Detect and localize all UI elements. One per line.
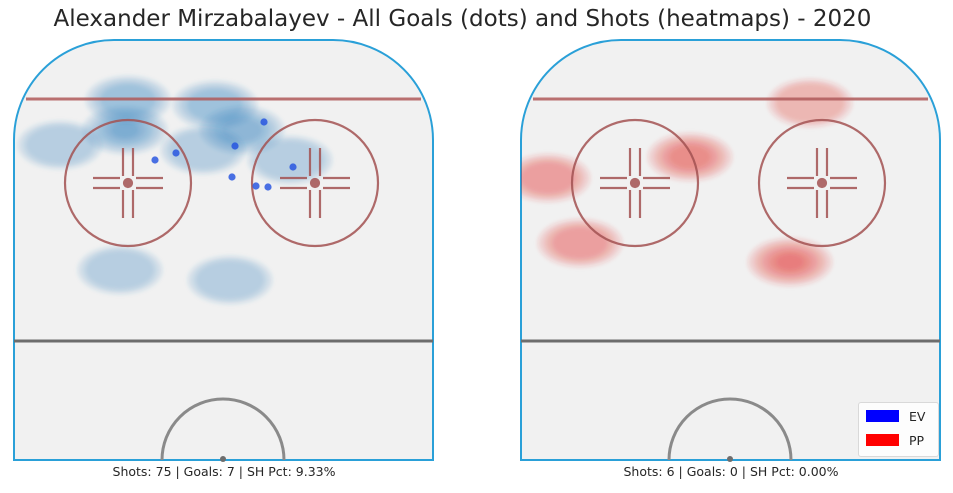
density-blob-right-0: [748, 238, 832, 286]
goal-dot-left-5: [252, 182, 260, 190]
center-circle-right: [667, 397, 793, 461]
heatmap-left: [18, 76, 332, 304]
goal-dot-left-2: [231, 142, 239, 150]
legend-label-ev: EV: [909, 408, 926, 424]
goal-dot-left-7: [289, 163, 297, 171]
density-blob-left-7: [188, 256, 272, 304]
density-blob-right-4: [768, 79, 852, 127]
rink-right: [520, 39, 941, 462]
faceoff-circle-right-2: [757, 118, 887, 248]
rink-left: [13, 39, 434, 462]
legend-label-pp: PP: [909, 432, 925, 448]
density-blob-left-4: [161, 126, 245, 174]
goal-dot-left-0: [151, 156, 159, 164]
legend-item-ev: EV: [866, 408, 925, 424]
density-blob-right-1: [648, 133, 732, 181]
density-blob-right-2: [538, 219, 622, 267]
caption-left: Shots: 75 | Goals: 7 | SH Pct: 9.33%: [112, 464, 336, 479]
density-blob-right-3: [521, 154, 590, 202]
density-blob-left-6: [18, 121, 102, 169]
legend-item-pp: PP: [866, 432, 924, 448]
legend-swatch-pp: [866, 434, 899, 446]
goal-dot-left-4: [228, 173, 236, 181]
goal-dots-left: [151, 118, 297, 191]
center-circle-left: [160, 397, 286, 461]
rink-right-boards: [520, 39, 941, 461]
legend: EV PP: [858, 402, 939, 457]
goal-dot-left-6: [264, 183, 272, 191]
faceoff-circle-left-1: [63, 118, 193, 248]
density-blob-left-8: [78, 246, 162, 294]
faceoff-circle-right-1: [570, 118, 700, 248]
legend-swatch-ev: [866, 410, 899, 422]
goal-dot-left-3: [260, 118, 268, 126]
caption-right: Shots: 6 | Goals: 0 | SH Pct: 0.00%: [623, 464, 839, 479]
goal-dot-left-1: [172, 149, 180, 157]
chart-title: Alexander Mirzabalayev - All Goals (dots…: [53, 6, 872, 32]
center-dot-right: [727, 456, 733, 462]
center-dot-left: [220, 456, 226, 462]
faceoff-circle-left-2: [250, 118, 380, 248]
heatmap-right: [521, 79, 852, 286]
